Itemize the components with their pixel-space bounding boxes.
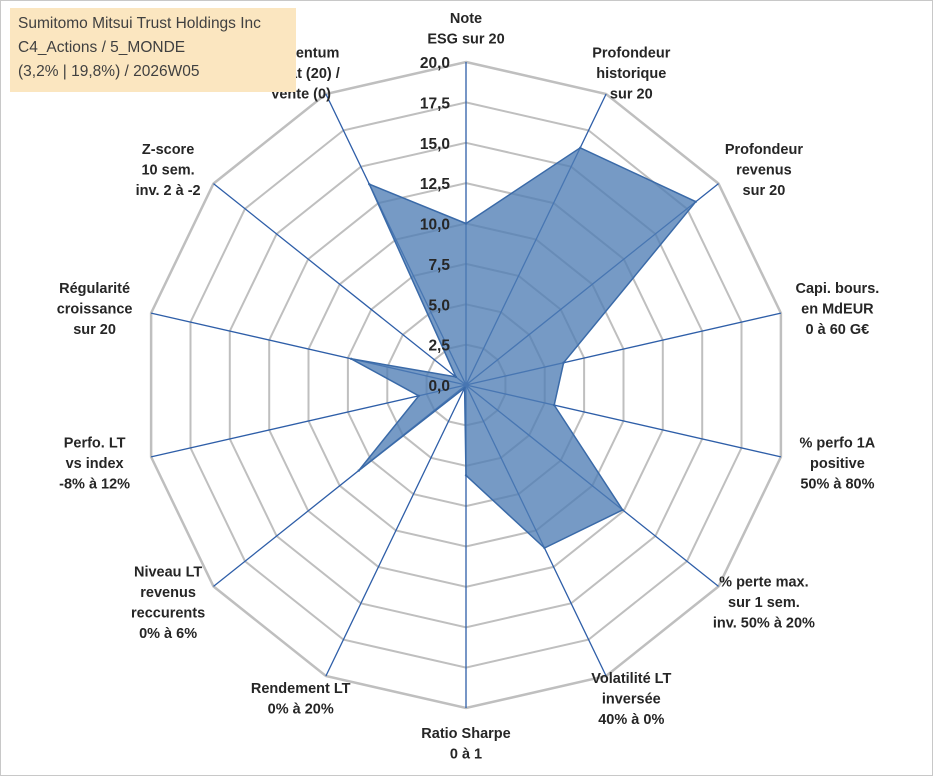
data-point-3 — [562, 361, 565, 364]
axis-label-1: Profondeur historique sur 20 — [592, 46, 670, 103]
data-point-0 — [464, 222, 468, 225]
tick-label-2: 5,0 — [428, 297, 450, 314]
axis-label-11: Régularité croissance sur 20 — [57, 281, 133, 338]
tick-label-1: 2,5 — [428, 338, 450, 355]
data-point-8 — [463, 386, 466, 390]
axis-label-8: Rendement LT 0% à 20% — [251, 681, 351, 718]
axis-label-5: % perte max. sur 1 sem. inv. 50% à 20% — [713, 575, 815, 632]
axis-label-2: Profondeur revenus sur 20 — [725, 142, 803, 199]
axis-label-layer: Note ESG sur 20 Profondeur historique sur 20… — [57, 11, 880, 763]
spoke-10 — [150, 384, 467, 458]
axis-label-6: Volatilité LT inversée 40% à 0% — [591, 671, 671, 728]
data-point-2 — [694, 200, 697, 203]
data-point-5 — [621, 508, 624, 512]
axis-label-3: Capi. bours. en MdEUR 0 à 60 G€ — [796, 281, 880, 338]
data-point-4 — [553, 403, 556, 407]
data-point-1 — [579, 146, 582, 149]
series-area — [350, 146, 697, 549]
axis-label-12: Z-score 10 sem. inv. 2 à -2 — [136, 142, 201, 199]
tick-label-5: 12,5 — [420, 176, 451, 193]
data-area-layer — [349, 146, 697, 550]
data-point-9 — [357, 469, 360, 472]
tick-label-7: 17,5 — [420, 95, 451, 112]
data-point-13 — [368, 183, 371, 186]
data-point-11 — [349, 357, 353, 360]
tick-label-3: 7,5 — [428, 257, 450, 274]
axis-label-0: Note ESG sur 20 — [427, 11, 504, 48]
title-line-category: C4_Actions / 5_MONDE — [18, 39, 186, 56]
axis-label-9: Niveau LT revenus reccurents 0% à 6% — [131, 564, 205, 642]
title-line-company: Sumitomo Mitsui Trust Holdings Inc — [18, 15, 261, 32]
tick-label-0: 0,0 — [428, 378, 450, 395]
data-point-12 — [454, 375, 458, 379]
data-point-7 — [464, 474, 468, 477]
axis-label-10: Perfo. LT vs index -8% à 12% — [59, 436, 130, 493]
spoke-12 — [213, 183, 467, 386]
tick-label-6: 15,0 — [420, 136, 450, 153]
tick-label-layer: 0,0 2,5 5,0 7,5 10,0 12,5 15,0 17,5 20,0 — [420, 55, 451, 395]
axis-label-7: Ratio Sharpe 0 à 1 — [421, 726, 510, 763]
title-line-period: (3,2% | 19,8%) / 2026W05 — [18, 63, 200, 80]
tick-label-8: 20,0 — [420, 55, 450, 72]
tick-label-4: 10,0 — [420, 217, 450, 234]
data-point-6 — [543, 546, 546, 550]
axis-label-4: % perfo 1A positive 50% à 80% — [800, 436, 876, 493]
spoke-8 — [325, 384, 467, 677]
data-point-10 — [417, 394, 420, 397]
title-box: Sumitomo Mitsui Trust Holdings Inc C4_Ac… — [10, 8, 296, 92]
